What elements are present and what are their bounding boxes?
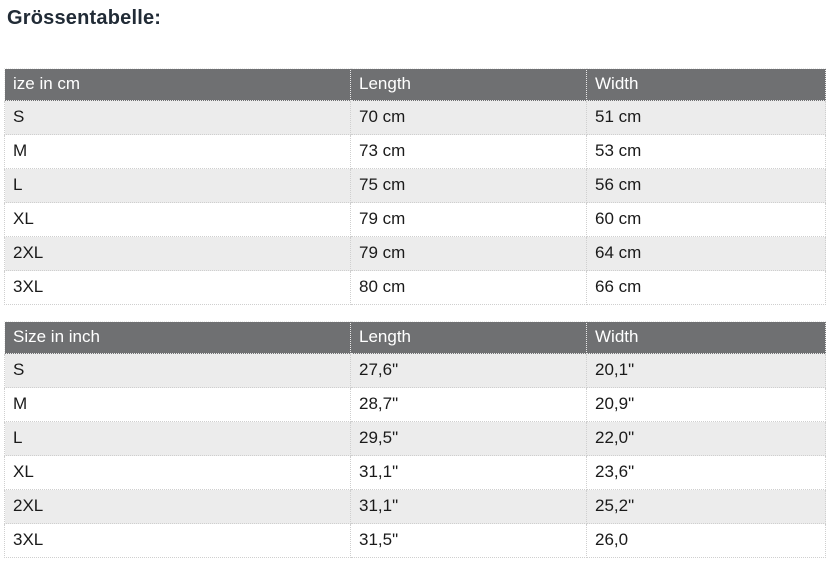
header-row: Size in inch Length Width <box>4 321 826 354</box>
table-cell: 27,6" <box>350 353 587 388</box>
table-cell: 3XL <box>4 270 351 305</box>
table-cell: M <box>4 134 351 169</box>
size-table-inch: Size in inch Length Width S 27,6" 20,1" M 28,7… <box>4 321 826 558</box>
table-cell: 20,1" <box>586 353 826 388</box>
table-cell: 22,0" <box>586 421 826 456</box>
table-cell: S <box>4 353 351 388</box>
table-cell: 31,1" <box>350 489 587 524</box>
table-cell: 29,5" <box>350 421 587 456</box>
table-row: XL 79 cm 60 cm <box>4 202 826 237</box>
table-cell: 64 cm <box>586 236 826 271</box>
table-row: S 70 cm 51 cm <box>4 100 826 135</box>
table-cell: 2XL <box>4 489 351 524</box>
table-cell: 60 cm <box>586 202 826 237</box>
size-table-cm-body: S 70 cm 51 cm M 73 cm 53 cm L 75 cm 56 cm XL 79 cm… <box>4 100 826 305</box>
size-table-inch-body: S 27,6" 20,1" M 28,7" 20,9" L 29,5" 22,0" XL 31,1"… <box>4 353 826 558</box>
table-cell: XL <box>4 455 351 490</box>
table-cell: 26,0 <box>586 523 826 558</box>
page-title: Grössentabelle: <box>7 7 162 29</box>
header-row: ize in cm Length Width <box>4 68 826 101</box>
table-row: 2XL 79 cm 64 cm <box>4 236 826 271</box>
size-table-cm-header: ize in cm Length Width <box>4 68 826 101</box>
table-cell: 3XL <box>4 523 351 558</box>
table-cell: 75 cm <box>350 168 587 203</box>
table-row: XL 31,1" 23,6" <box>4 455 826 490</box>
table-cell: S <box>4 100 351 135</box>
table-cell: 53 cm <box>586 134 826 169</box>
table-cell: 23,6" <box>586 455 826 490</box>
table-cell: 79 cm <box>350 202 587 237</box>
table-cell: 56 cm <box>586 168 826 203</box>
size-table-inch-header: Size in inch Length Width <box>4 321 826 354</box>
column-header: ize in cm <box>4 68 351 101</box>
table-cell: M <box>4 387 351 422</box>
column-header: Size in inch <box>4 321 351 354</box>
table-cell: 31,1" <box>350 455 587 490</box>
table-cell: 31,5" <box>350 523 587 558</box>
table-row: M 73 cm 53 cm <box>4 134 826 169</box>
size-table-cm: ize in cm Length Width S 70 cm 51 cm M 73 cm 53… <box>4 68 826 305</box>
table-cell: 73 cm <box>350 134 587 169</box>
table-cell: 25,2" <box>586 489 826 524</box>
page: Grössentabelle: ize in cm Length Width S 70… <box>0 6 829 558</box>
table-cell: 2XL <box>4 236 351 271</box>
table-row: 2XL 31,1" 25,2" <box>4 489 826 524</box>
table-row: 3XL 31,5" 26,0 <box>4 523 826 558</box>
table-cell: 66 cm <box>586 270 826 305</box>
table-cell: L <box>4 421 351 456</box>
table-cell: L <box>4 168 351 203</box>
table-row: M 28,7" 20,9" <box>4 387 826 422</box>
table-cell: 80 cm <box>350 270 587 305</box>
table-row: 3XL 80 cm 66 cm <box>4 270 826 305</box>
table-cell: 79 cm <box>350 236 587 271</box>
table-cell: XL <box>4 202 351 237</box>
column-header: Width <box>586 321 826 354</box>
column-header: Length <box>350 321 587 354</box>
column-header: Width <box>586 68 826 101</box>
column-header: Length <box>350 68 587 101</box>
table-cell: 28,7" <box>350 387 587 422</box>
table-cell: 51 cm <box>586 100 826 135</box>
table-row: S 27,6" 20,1" <box>4 353 826 388</box>
table-row: L 29,5" 22,0" <box>4 421 826 456</box>
table-cell: 20,9" <box>586 387 826 422</box>
table-cell: 70 cm <box>350 100 587 135</box>
table-row: L 75 cm 56 cm <box>4 168 826 203</box>
